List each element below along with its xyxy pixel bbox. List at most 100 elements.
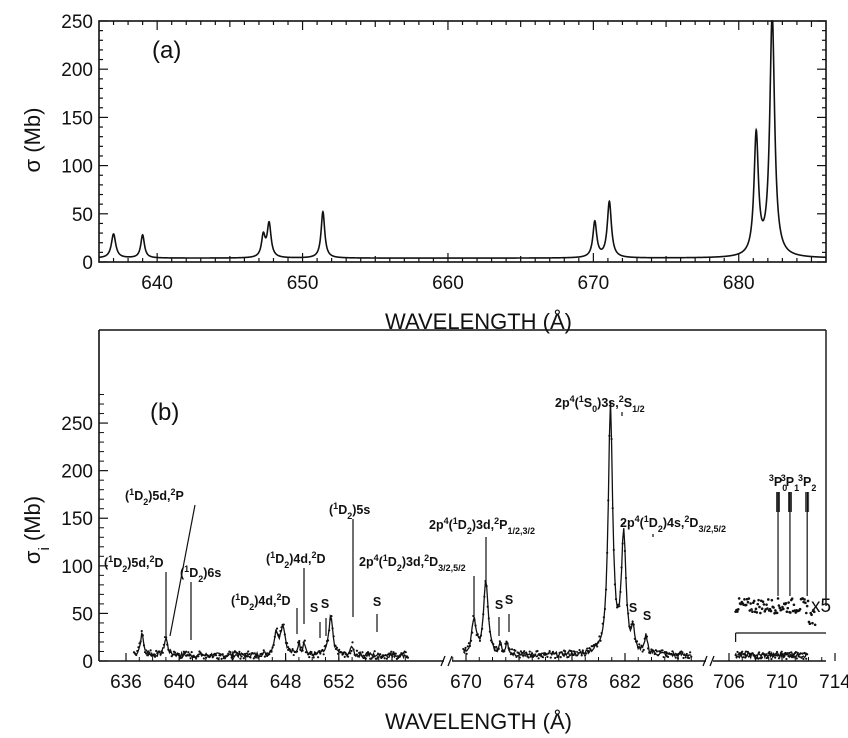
data-point (788, 651, 791, 655)
panel-b-x-tick-label: 710 (766, 672, 798, 693)
data-point (359, 652, 362, 655)
data-point (790, 651, 793, 654)
label-2p4-1d2-3d-2p: 2p4(1D2)3d,2P1/2,3/2 (429, 516, 535, 536)
data-point (664, 651, 667, 654)
data-point (214, 654, 218, 657)
panel-b-y-tick-label: 150 (61, 509, 93, 530)
inset-data-point (806, 599, 810, 603)
data-point (373, 650, 376, 653)
data-point (279, 629, 282, 633)
data-point (776, 654, 780, 657)
data-point (735, 656, 738, 659)
data-point (602, 616, 605, 619)
panel-b-x-tick-label: 648 (270, 672, 302, 693)
data-point (630, 623, 633, 626)
data-point (135, 653, 138, 657)
data-point (504, 642, 507, 645)
data-point (580, 654, 583, 657)
data-point (394, 652, 397, 655)
data-point (240, 655, 243, 658)
satellite-s-label: S (495, 598, 503, 612)
data-point (335, 646, 339, 649)
data-point (555, 652, 558, 655)
data-point (329, 618, 332, 621)
data-point (364, 657, 367, 660)
data-point (360, 654, 363, 657)
data-point (324, 644, 327, 647)
data-point (158, 650, 161, 653)
satellite-s-label: S (321, 597, 329, 611)
label-2p4-1s0-3s-2s: 2p4(1S0)3s,2S1/2 (555, 394, 645, 414)
data-point (684, 656, 687, 659)
data-point (295, 650, 299, 653)
data-point (203, 654, 207, 657)
inset-data-point (768, 607, 772, 611)
data-point (261, 652, 264, 655)
data-point (137, 646, 140, 649)
data-point (586, 647, 589, 650)
data-point (666, 655, 670, 658)
panel-a-x-tick-label: 680 (723, 273, 755, 294)
panel-b-annotations: (1D2)5d,2D (1D2)5d,2P (1D2)6s (1D2)4d,2D (1D… (104, 394, 726, 640)
data-point (601, 622, 604, 625)
data-point (173, 651, 177, 654)
data-point (550, 652, 553, 655)
inset-data-point (776, 597, 780, 600)
data-point (773, 653, 776, 656)
data-point (778, 654, 781, 657)
data-point (379, 653, 382, 656)
data-point (186, 654, 189, 657)
data-point (141, 634, 144, 637)
data-point (282, 623, 285, 626)
inset-data-point (746, 600, 750, 604)
data-point (570, 650, 573, 653)
data-point (318, 650, 321, 653)
panel-b-y-tick-label: 50 (72, 604, 93, 625)
data-point (321, 648, 324, 652)
data-point (576, 654, 579, 657)
data-point (338, 648, 341, 651)
panel-a-ticks: 640 650 660 670 680 0 50 100 150 200 250 (61, 12, 826, 294)
inset-data-point (778, 606, 782, 610)
data-point (399, 654, 402, 657)
data-point (560, 651, 563, 654)
panel-b-y-tick-label: 250 (61, 414, 93, 435)
data-point (243, 652, 246, 656)
data-point (536, 649, 539, 653)
label-1d2-6s: (1D2)6s (180, 564, 221, 584)
data-point (221, 653, 224, 656)
data-point (614, 597, 618, 601)
label-1d2-5d-2p: (1D2)5d,2P (125, 487, 184, 507)
data-point (385, 657, 388, 660)
satellite-s-label: S (643, 609, 651, 623)
data-point (478, 639, 482, 642)
data-point (262, 649, 265, 652)
data-point (503, 650, 506, 653)
data-point (383, 657, 386, 660)
data-point (274, 631, 278, 634)
data-point (477, 635, 480, 639)
inset-data-point (775, 611, 779, 615)
data-point (746, 650, 749, 653)
data-point (753, 654, 756, 657)
data-point (275, 627, 279, 630)
data-point (671, 650, 674, 653)
data-point (743, 656, 747, 659)
data-point (297, 641, 300, 644)
data-point (180, 656, 183, 659)
inset-data-point (777, 604, 781, 607)
data-point (166, 643, 169, 646)
data-point (743, 653, 746, 656)
panel-a-x-tick-label: 670 (578, 273, 610, 294)
data-point (493, 645, 496, 649)
inset-data-point (737, 597, 741, 600)
panel-b-x-tick-label: 682 (609, 672, 641, 693)
data-point (138, 642, 141, 645)
data-point (312, 656, 315, 659)
inset-data-point (794, 611, 797, 614)
data-point (774, 656, 777, 659)
inset-data-point (782, 607, 785, 611)
data-point (231, 657, 234, 660)
data-point (350, 649, 353, 653)
